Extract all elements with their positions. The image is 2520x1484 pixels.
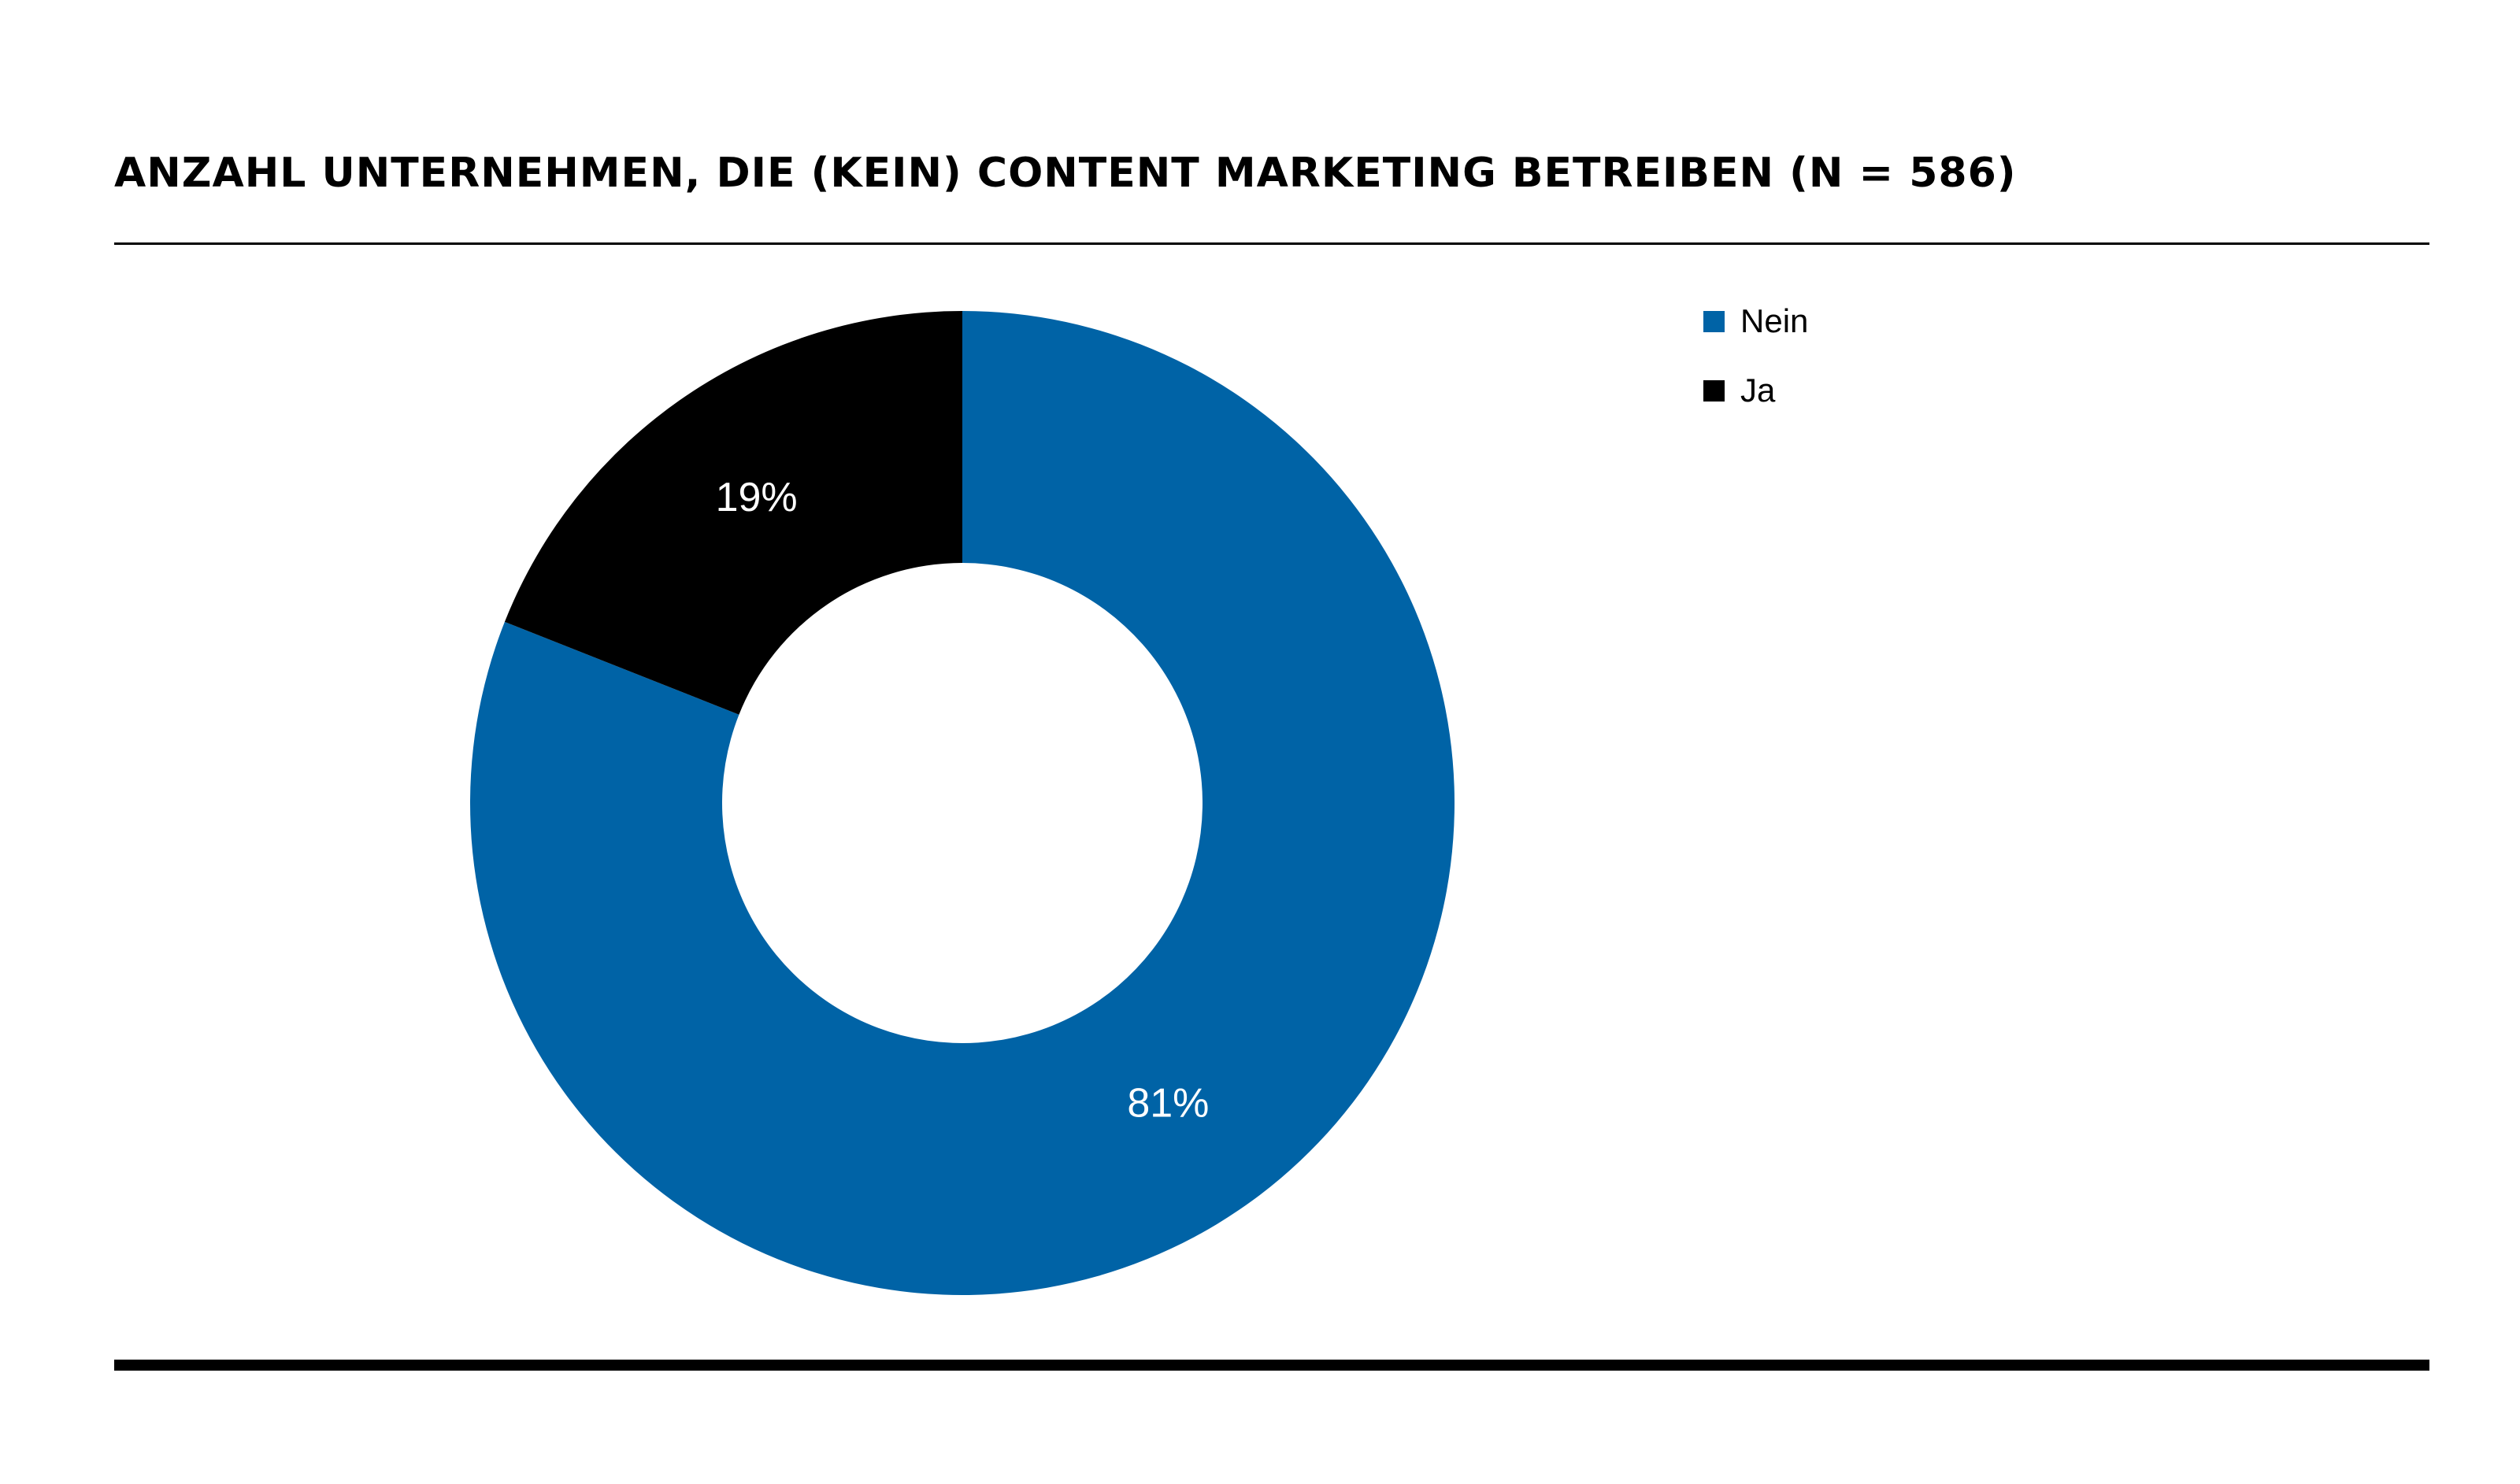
- bottom-divider: [114, 1360, 2429, 1371]
- legend-item-ja: Ja: [1703, 367, 1808, 414]
- donut-slice-ja: [504, 311, 962, 715]
- legend-swatch-ja: [1703, 379, 1725, 402]
- donut-slice-nein: [470, 311, 1455, 1295]
- slice-label-nein: 81%: [1127, 1080, 1209, 1126]
- donut-slice-labels: 81% 19%: [716, 475, 1210, 1126]
- legend-label-nein: Nein: [1740, 302, 1809, 339]
- slice-label-ja: 19%: [716, 475, 798, 520]
- legend-label-ja: Ja: [1740, 372, 1776, 409]
- title-divider: [114, 242, 2429, 245]
- chart-legend: Nein Ja: [1703, 298, 1808, 436]
- legend-swatch-nein: [1703, 310, 1725, 332]
- legend-item-nein: Nein: [1703, 298, 1808, 345]
- donut-slices: [470, 311, 1455, 1295]
- chart-title: ANZAHL UNTERNEHMEN, DIE (KEIN) CONTENT M…: [114, 150, 2017, 197]
